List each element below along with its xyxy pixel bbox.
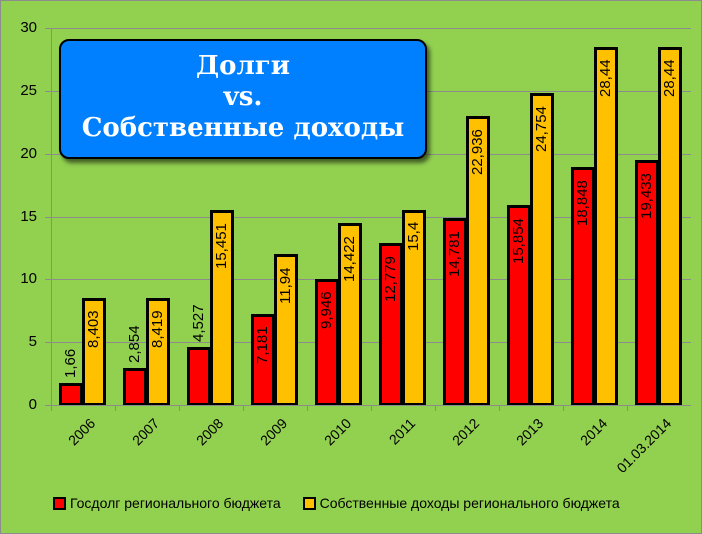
bar-income — [82, 298, 106, 406]
chart-title-box: Долги vs. Собственные доходы — [59, 39, 427, 159]
bar-debt — [507, 205, 531, 406]
x-tick-label: 01.03.2014 — [613, 415, 675, 476]
y-tick-label: 25 — [20, 82, 37, 99]
data-label: 19,433 — [638, 172, 655, 219]
bar-income — [530, 93, 554, 406]
x-tick-label: 2013 — [512, 415, 547, 449]
y-axis-line — [51, 28, 52, 405]
data-label: 18,848 — [574, 179, 591, 226]
bar-debt — [187, 347, 211, 406]
gridline — [51, 279, 691, 280]
x-tick-label: 2007 — [128, 415, 163, 449]
y-tick-mark — [45, 217, 51, 218]
y-tick-label: 30 — [20, 19, 37, 36]
data-label: 2,854 — [126, 325, 143, 363]
y-tick-mark — [45, 154, 51, 155]
bar-income — [338, 223, 362, 406]
data-label: 7,181 — [254, 326, 271, 364]
title-line-3: Собственные доходы — [81, 113, 405, 143]
data-label: 8,419 — [149, 310, 166, 348]
data-label: 22,936 — [469, 128, 486, 175]
legend-label-debt: Госдолг регионального бюджета — [70, 495, 281, 511]
y-tick-mark — [45, 279, 51, 280]
x-tick-mark — [115, 405, 116, 411]
data-label: 14,422 — [341, 235, 358, 282]
bar-income — [146, 298, 170, 406]
x-tick-mark — [51, 405, 52, 411]
data-label: 9,946 — [318, 291, 335, 329]
legend-label-income: Собственные доходы регионального бюджета — [319, 495, 620, 511]
gridline — [51, 217, 691, 218]
legend-item-debt: Госдолг регионального бюджета — [53, 495, 281, 511]
x-tick-label: 2011 — [385, 415, 419, 448]
x-tick-label: 2008 — [192, 415, 227, 449]
x-tick-label: 2014 — [576, 415, 611, 449]
bar-income — [658, 47, 682, 406]
x-tick-mark — [371, 405, 372, 411]
bar-income — [210, 210, 234, 406]
bar-debt — [123, 368, 147, 406]
x-tick-label: 2009 — [256, 415, 291, 449]
bar-debt — [315, 279, 339, 406]
data-label: 12,779 — [382, 255, 399, 302]
gridline — [51, 342, 691, 343]
data-label: 28,44 — [661, 59, 678, 97]
bar-debt — [443, 218, 467, 406]
data-label: 4,527 — [190, 304, 207, 342]
legend-swatch-yellow — [302, 496, 316, 510]
data-label: 1,66 — [62, 348, 79, 378]
title-line-1: Долги — [195, 51, 290, 81]
x-tick-label: 2012 — [448, 415, 483, 449]
bar-debt — [251, 314, 275, 406]
bar-debt — [59, 383, 83, 406]
y-tick-label: 20 — [20, 145, 37, 162]
legend-item-income: Собственные доходы регионального бюджета — [302, 495, 620, 511]
y-tick-label: 15 — [20, 208, 37, 225]
y-tick-label: 0 — [28, 396, 37, 413]
data-label: 15,854 — [510, 217, 527, 264]
bar-income — [466, 116, 490, 406]
y-tick-mark — [45, 405, 51, 406]
y-tick-mark — [45, 342, 51, 343]
x-tick-label: 2006 — [64, 415, 99, 449]
y-tick-mark — [45, 91, 51, 92]
x-tick-mark — [435, 405, 436, 411]
x-tick-label: 2010 — [320, 415, 355, 449]
bar-debt — [379, 243, 403, 406]
data-label: 15,451 — [213, 222, 230, 269]
title-line-2: vs. — [223, 82, 263, 112]
x-axis-line — [51, 405, 691, 406]
y-tick-mark — [45, 28, 51, 29]
data-label: 15,4 — [405, 222, 422, 252]
data-label: 11,94 — [277, 267, 294, 304]
bar-debt — [571, 167, 595, 406]
x-tick-mark — [563, 405, 564, 411]
x-tick-mark — [499, 405, 500, 411]
bar-income — [274, 254, 298, 406]
y-tick-label: 10 — [20, 270, 37, 287]
data-label: 28,44 — [597, 59, 614, 97]
x-tick-mark — [627, 405, 628, 411]
data-label: 24,754 — [533, 105, 550, 152]
x-tick-mark — [307, 405, 308, 411]
data-label: 14,781 — [446, 230, 463, 277]
legend: Госдолг регионального бюджета Собственны… — [53, 495, 642, 511]
x-tick-mark — [179, 405, 180, 411]
x-tick-mark — [243, 405, 244, 411]
bar-debt — [635, 160, 659, 406]
y-tick-label: 5 — [28, 333, 37, 350]
bar-income — [402, 210, 426, 406]
data-label: 8,403 — [85, 310, 102, 348]
legend-swatch-red — [53, 496, 66, 510]
bar-income — [594, 47, 618, 406]
gridline — [51, 28, 691, 29]
